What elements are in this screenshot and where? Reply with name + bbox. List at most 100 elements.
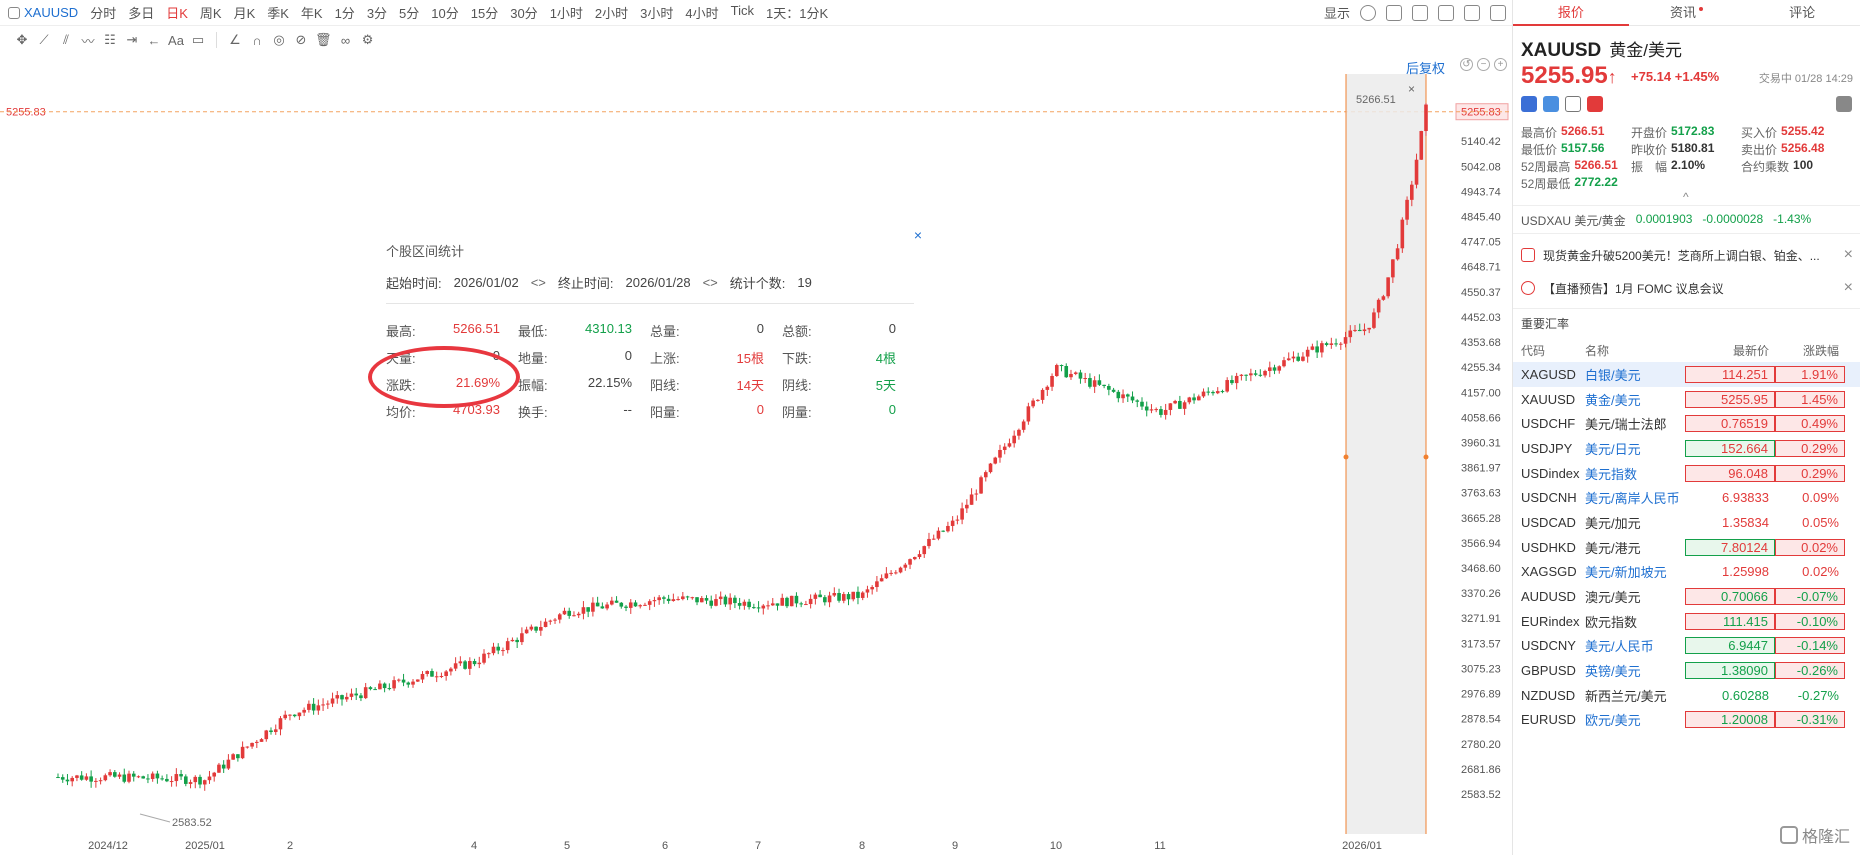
period-1[interactable]: 多日 xyxy=(128,6,155,21)
panel-tab-2[interactable]: 评论 xyxy=(1744,0,1860,26)
fx-name[interactable]: 美元指数 xyxy=(1585,466,1638,482)
alert-bell-icon[interactable] xyxy=(1836,96,1852,112)
magnet-icon[interactable]: ∩ xyxy=(252,32,262,48)
chart-canvas[interactable]: 5255.83 5255.83 5140.42 5042.08 4943.74 4845.… xyxy=(0,54,1512,855)
fx-row[interactable]: USDCNH 美元/离岸人民币 6.93833 0.09% xyxy=(1513,485,1860,510)
period-18[interactable]: 1天：1分K xyxy=(765,6,829,21)
period-10[interactable]: 10分 xyxy=(431,6,459,21)
hide-icon[interactable]: ⊘ xyxy=(295,32,307,47)
fx-row[interactable]: XAGSGD 美元/新加坡元 1.25998 0.02% xyxy=(1513,560,1860,585)
period-6[interactable]: 年K xyxy=(300,6,323,21)
news-text[interactable]: 现货黄金升破5200美元！芝商所上调白银、铂金、... xyxy=(1543,248,1820,263)
pen-icon[interactable] xyxy=(1438,4,1454,21)
tag-icon[interactable] xyxy=(1543,96,1559,112)
fx-row[interactable]: USDJPY 美元/日元 152.664 0.29% xyxy=(1513,436,1860,461)
fx-row[interactable]: XAUUSD 黄金/美元 5255.95 1.45% xyxy=(1513,387,1860,412)
fx-name[interactable]: 欧元/美元 xyxy=(1585,713,1641,729)
period-4[interactable]: 月K xyxy=(233,6,256,21)
symbol-selector[interactable]: XAUUSD xyxy=(8,5,78,20)
news-item[interactable]: 【直播预告】1月 FOMC 议息会议 × xyxy=(1521,275,1853,301)
move-icon[interactable]: ✥ xyxy=(16,32,28,47)
fx-header-nm[interactable]: 名称 xyxy=(1585,343,1610,358)
fx-name[interactable]: 美元/人民币 xyxy=(1585,639,1654,655)
fx-name[interactable]: 美元/离岸人民币 xyxy=(1585,491,1680,507)
fx-row[interactable]: USDHKD 美元/港元 7.80124 0.02% xyxy=(1513,535,1860,560)
collapse-caret-icon[interactable]: ^ xyxy=(1683,190,1689,204)
start-adjust-icon[interactable]: <> xyxy=(530,275,546,290)
period-11[interactable]: 15分 xyxy=(470,6,499,21)
line-tool-icon[interactable]: ⟋ xyxy=(39,32,49,47)
restore-adjust-button[interactable]: 后复权 xyxy=(1406,61,1446,76)
display-menu[interactable]: 显示 xyxy=(1323,6,1350,21)
layout-icon[interactable] xyxy=(1386,4,1402,21)
heart-icon[interactable] xyxy=(1587,96,1603,112)
fx-row[interactable]: GBPUSD 英镑/美元 1.38090 -0.26% xyxy=(1513,658,1860,683)
fx-name[interactable]: 英镑/美元 xyxy=(1585,664,1641,680)
fib-tool-icon[interactable]: ☷ xyxy=(104,32,116,47)
period-12[interactable]: 30分 xyxy=(510,6,538,21)
period-8[interactable]: 3分 xyxy=(366,6,388,21)
zoom-in-icon[interactable]: + xyxy=(1494,58,1507,71)
period-0[interactable]: 分时 xyxy=(90,6,117,21)
panel-toggle-icon[interactable] xyxy=(1490,4,1506,21)
toolbar-settings-icon[interactable]: ⚙ xyxy=(361,32,374,47)
sidebar-toggle-icon[interactable] xyxy=(8,6,20,19)
period-15[interactable]: 3小时 xyxy=(640,6,674,21)
fx-name[interactable]: 美元/新加坡元 xyxy=(1585,565,1667,581)
fx-row[interactable]: AUDUSD 澳元/美元 0.70066 -0.07% xyxy=(1513,584,1860,609)
period-5[interactable]: 季K xyxy=(267,6,289,21)
fx-name[interactable]: 白银/美元 xyxy=(1585,367,1641,383)
close-icon[interactable]: × xyxy=(1843,246,1853,263)
fx-row[interactable]: USDCHF 美元/瑞士法郎 0.76519 0.49% xyxy=(1513,411,1860,436)
fx-row[interactable]: XAGUSD 白银/美元 114.251 1.91% xyxy=(1513,362,1860,387)
fx-row[interactable]: EURUSD 欧元/美元 1.20008 -0.31% xyxy=(1513,708,1860,733)
fx-header-px[interactable]: 最新价 xyxy=(1732,343,1769,358)
measure-tool-icon[interactable]: ⇥ xyxy=(126,32,138,47)
camera-icon[interactable] xyxy=(1412,4,1428,21)
end-adjust-icon[interactable]: <> xyxy=(702,275,718,290)
period-7[interactable]: 1分 xyxy=(334,6,355,21)
fx-name[interactable]: 美元/日元 xyxy=(1585,441,1641,457)
link-icon[interactable]: ∞ xyxy=(340,32,351,48)
panel-tab-0[interactable]: 报价 xyxy=(1513,0,1629,26)
period-17[interactable]: Tick xyxy=(730,3,754,18)
usdxau-row[interactable]: USDXAU 美元/黄金 0.0001903 -0.0000028 -1.43% xyxy=(1521,212,1811,229)
fx-row[interactable]: NZDUSD 新西兰元/美元 0.60288 -0.27% xyxy=(1513,683,1860,708)
period-13[interactable]: 1小时 xyxy=(549,6,583,21)
panel-tab-1[interactable]: 资讯 xyxy=(1629,0,1745,26)
period-3[interactable]: 周K xyxy=(199,6,222,21)
arrow-tool-icon[interactable]: ← xyxy=(147,32,161,48)
close-icon[interactable]: × xyxy=(1843,279,1853,296)
start-date[interactable]: 2026/01/02 xyxy=(453,275,519,290)
fx-header-pct[interactable]: 涨跌幅 xyxy=(1802,343,1839,358)
period-14[interactable]: 2小时 xyxy=(594,6,629,21)
globe-icon[interactable] xyxy=(1521,96,1537,112)
settings-icon[interactable] xyxy=(1360,4,1376,21)
period-9[interactable]: 5分 xyxy=(399,6,420,21)
zoom-out-icon[interactable]: − xyxy=(1477,58,1490,71)
end-date[interactable]: 2026/01/28 xyxy=(625,275,691,290)
news-item[interactable]: 现货黄金升破5200美元！芝商所上调白银、铂金、... × xyxy=(1521,242,1853,268)
book-icon[interactable] xyxy=(1565,96,1581,112)
fx-row[interactable]: EURindex 欧元指数 111.415 -0.10% xyxy=(1513,609,1860,634)
period-16[interactable]: 4小时 xyxy=(685,6,719,21)
wave-tool-icon[interactable]: 〰 xyxy=(81,33,95,49)
fx-name[interactable]: 黄金/美元 xyxy=(1585,392,1641,408)
fx-row[interactable]: USDCAD 美元/加元 1.35834 0.05% xyxy=(1513,510,1860,535)
reset-icon[interactable]: ↺ xyxy=(1460,58,1473,71)
text-tool-icon[interactable]: Aa xyxy=(168,32,184,48)
candle-body xyxy=(269,730,273,733)
channel-tool-icon[interactable]: ⫽ xyxy=(63,32,69,47)
note-tool-icon[interactable]: ▭ xyxy=(191,32,205,47)
eye-icon[interactable]: ◎ xyxy=(273,32,285,47)
fx-row[interactable]: USDCNY 美元/人民币 6.9447 -0.14% xyxy=(1513,634,1860,659)
angle-tool-icon[interactable]: ∠ xyxy=(229,32,241,47)
fx-header-code[interactable]: 代码 xyxy=(1521,343,1546,358)
close-icon[interactable]: × xyxy=(913,227,922,243)
delete-icon[interactable]: 🗑 xyxy=(315,32,332,47)
fx-row[interactable]: USDindex 美元指数 96.048 0.29% xyxy=(1513,461,1860,486)
period-2[interactable]: 日K xyxy=(166,6,188,21)
fullscreen-icon[interactable] xyxy=(1464,4,1480,21)
news-text[interactable]: 【直播预告】1月 FOMC 议息会议 xyxy=(1543,281,1724,296)
kline-chart[interactable]: 5255.83 5255.83 5140.42 5042.08 4943.74 4845.… xyxy=(0,54,1512,855)
